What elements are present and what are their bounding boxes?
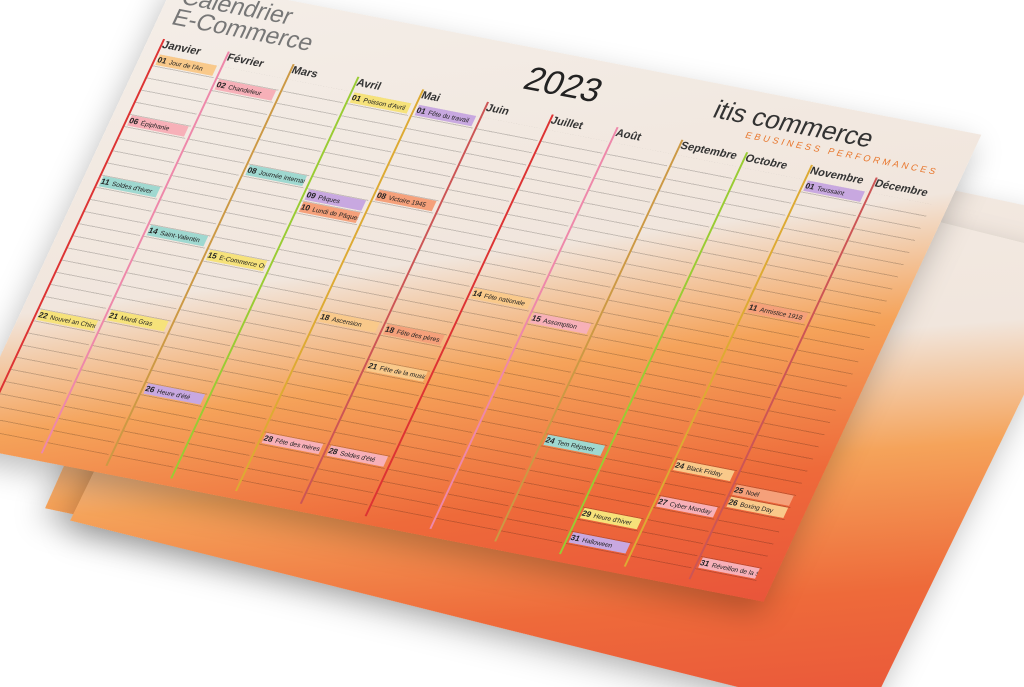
event-label: Mardi Gras bbox=[118, 315, 154, 328]
event: 31Halloween bbox=[568, 532, 631, 554]
event-label: Épiphanie bbox=[139, 120, 171, 133]
event-label: Noël bbox=[744, 489, 761, 499]
event-label: Jour de l'An bbox=[167, 59, 204, 73]
event-day: 01 bbox=[350, 93, 363, 104]
event-label: Soldes d'hiver bbox=[110, 180, 154, 196]
year: 2023 bbox=[517, 60, 609, 110]
event-label: Black Friday bbox=[685, 464, 724, 479]
event-label: Saint-Valentin bbox=[158, 230, 201, 245]
event-day: 31 bbox=[698, 558, 712, 569]
event: 18Ascension bbox=[318, 311, 380, 333]
event: 21Fête de la musique bbox=[366, 360, 428, 382]
event-label: Tem Réparer bbox=[555, 439, 596, 454]
event-day: 14 bbox=[146, 225, 160, 237]
event-day: 15 bbox=[530, 313, 543, 324]
event-label: Pâques bbox=[316, 194, 342, 206]
event-label: Heure d'été bbox=[155, 388, 192, 402]
event-label: Heure d'hiver bbox=[591, 512, 633, 527]
event-day: 26 bbox=[143, 384, 157, 395]
event: 15Assomption bbox=[529, 312, 592, 335]
event: 24Black Friday bbox=[672, 459, 735, 482]
event-day: 26 bbox=[726, 497, 740, 508]
event: 11Armistice 1918 bbox=[746, 301, 809, 324]
event-label: Fête du travail bbox=[426, 109, 471, 125]
event-label: Assomption bbox=[541, 317, 579, 331]
event-day: 10 bbox=[299, 202, 312, 213]
event-day: 22 bbox=[36, 310, 50, 321]
event-label: Fête des mères bbox=[273, 437, 322, 454]
event: 31Réveillon de la Saint-Sylvestre bbox=[698, 557, 760, 579]
event-label: Fête des pères bbox=[395, 329, 441, 344]
event-label: Ascension bbox=[330, 316, 363, 329]
event: 28Fête des mères bbox=[261, 432, 324, 455]
event: 24Tem Réparer bbox=[543, 434, 606, 456]
event-day: 01 bbox=[155, 55, 169, 66]
event-label: Toussaint bbox=[815, 185, 846, 198]
event: 14Fête nationale bbox=[470, 287, 533, 310]
event-day: 31 bbox=[568, 533, 582, 544]
event: 29Heure d'hiver bbox=[579, 507, 642, 530]
event-label: Chandeleur bbox=[226, 84, 263, 98]
event-label: Victoire 1945 bbox=[386, 194, 428, 209]
event-label: Soldes d'été bbox=[338, 450, 377, 464]
event: 08Victoire 1945 bbox=[374, 189, 437, 212]
event-day: 27 bbox=[656, 497, 670, 508]
event-day: 02 bbox=[214, 80, 228, 91]
event-label: Armistice 1918 bbox=[758, 306, 804, 322]
event-day: 08 bbox=[245, 165, 259, 176]
event: 18Fête des pères bbox=[383, 323, 445, 346]
event-label: E-Commerce One to One bbox=[217, 254, 268, 272]
event-day: 01 bbox=[414, 105, 428, 116]
event: 06Épiphanie bbox=[127, 115, 189, 137]
event: 28Soldes d'été bbox=[326, 445, 389, 467]
event-label: Fête nationale bbox=[482, 293, 527, 308]
event-label: Nouvel an Chinois bbox=[48, 314, 99, 331]
event-day: 21 bbox=[366, 361, 380, 372]
event-label: Réveillon de la Saint-Sylvestre bbox=[710, 562, 760, 579]
event-day: 24 bbox=[673, 460, 687, 471]
event-label: Halloween bbox=[580, 537, 614, 550]
event-day: 09 bbox=[304, 190, 318, 201]
event-label: Cyber Monday bbox=[668, 501, 713, 516]
event-day: 08 bbox=[375, 190, 388, 201]
event-day: 21 bbox=[107, 310, 120, 322]
event-day: 28 bbox=[262, 433, 275, 444]
event-day: 24 bbox=[543, 435, 557, 446]
event-label: Fête de la musique bbox=[378, 365, 428, 382]
event-day: 18 bbox=[383, 324, 397, 335]
event-label: Boxing Day bbox=[738, 501, 775, 515]
event-day: 29 bbox=[580, 508, 593, 519]
event: 22Nouvel an Chinois bbox=[36, 309, 99, 331]
event: 02Chandeleur bbox=[214, 79, 277, 101]
event: 11Soldes d'hiver bbox=[98, 175, 161, 198]
event-day: 28 bbox=[326, 446, 340, 457]
event-day: 18 bbox=[318, 312, 332, 323]
event-label: Journée internationale des droits des fe… bbox=[257, 169, 307, 187]
event-label: Poisson d'Avril bbox=[361, 97, 407, 113]
event-day: 15 bbox=[206, 250, 219, 261]
event-day: 01 bbox=[803, 181, 817, 192]
event: 21Mardi Gras bbox=[106, 309, 169, 332]
event-day: 06 bbox=[127, 116, 141, 127]
event-day: 14 bbox=[470, 288, 484, 300]
event: 08Journée internationale des droits des … bbox=[245, 164, 307, 187]
event: 15E-Commerce One to One bbox=[205, 249, 268, 272]
event: 27Cyber Monday bbox=[655, 496, 718, 518]
event-day: 25 bbox=[732, 485, 746, 496]
event: 26Heure d'été bbox=[143, 383, 206, 405]
event: 14Saint-Valentin bbox=[146, 224, 209, 247]
